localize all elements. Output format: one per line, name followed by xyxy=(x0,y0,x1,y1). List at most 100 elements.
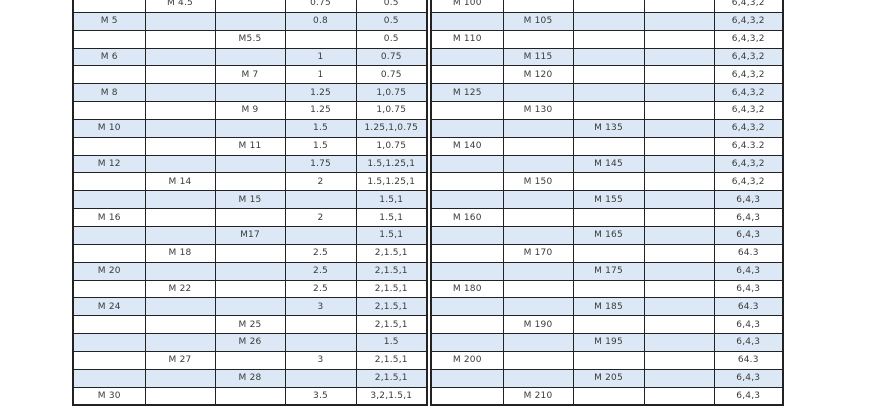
coarse-pitch-cell: 1.5 xyxy=(284,136,357,156)
fine-pitch-cell: 2,1.5,1 xyxy=(355,243,428,263)
size-col-1-cell: M 200 xyxy=(430,350,504,370)
size-col-2-cell xyxy=(144,386,216,406)
fine-pitch-cell: 6,4,3,2 xyxy=(713,83,784,103)
size-col-3-cell: M 25 xyxy=(214,315,286,335)
fine-pitch-cell: 6,4,3 xyxy=(713,190,784,210)
table-row: M 8 1.25 1,0.75 xyxy=(72,83,428,103)
size-col-2-cell xyxy=(502,118,574,138)
size-col-2-cell xyxy=(144,154,216,174)
size-col-2-cell xyxy=(144,118,216,138)
size-col-2-cell xyxy=(502,350,574,370)
size-col-1-cell: M 24 xyxy=(72,297,146,317)
coarse-pitch-cell xyxy=(643,243,715,263)
fine-pitch-cell: 1.5,1.25,1 xyxy=(355,172,428,192)
coarse-pitch-cell: 2.5 xyxy=(284,243,357,263)
fine-pitch-cell: 6,4,3,2 xyxy=(713,29,784,49)
size-col-1-cell: M 5 xyxy=(72,11,146,31)
size-col-2-cell: M 27 xyxy=(144,350,216,370)
fine-pitch-cell: 6,4,3 xyxy=(713,261,784,281)
thread-table-right: M 100 6,4,3,2 M 105 6,4,3,2 M 110 6,4,3,2 M 11… xyxy=(430,0,784,406)
size-col-1-cell xyxy=(430,225,504,245)
coarse-pitch-cell: 0.75 xyxy=(284,0,357,13)
fine-pitch-cell: 0.75 xyxy=(355,65,428,85)
fine-pitch-cell: 6,4.3.2 xyxy=(713,136,784,156)
size-col-2-cell xyxy=(144,333,216,352)
size-col-3-cell: M 7 xyxy=(214,65,286,85)
fine-pitch-cell: 6,4,3,2 xyxy=(713,65,784,85)
size-col-2-cell: M 130 xyxy=(502,101,574,120)
fine-pitch-cell: 6,4,3 xyxy=(713,333,784,352)
size-col-1-cell xyxy=(430,243,504,263)
size-col-1-cell xyxy=(430,386,504,406)
size-col-3-cell: M 15 xyxy=(214,190,286,210)
size-col-2-cell xyxy=(502,279,574,299)
table-row: M 4.5 0.75 0.5 xyxy=(72,0,428,13)
table-row: M 200 64.3 xyxy=(430,350,784,370)
size-col-2-cell: M 14 xyxy=(144,172,216,192)
size-col-3-cell xyxy=(214,11,286,31)
fine-pitch-cell: 6,4,3 xyxy=(713,315,784,335)
coarse-pitch-cell xyxy=(643,315,715,335)
size-col-1-cell xyxy=(430,261,504,281)
table-row: M 195 6,4,3 xyxy=(430,333,784,352)
table-row: M 130 6,4,3,2 xyxy=(430,101,784,120)
coarse-pitch-cell xyxy=(284,225,357,245)
table-row: M 22 2.5 2,1.5,1 xyxy=(72,279,428,299)
size-col-2-cell xyxy=(144,261,216,281)
size-col-2-cell xyxy=(144,29,216,49)
coarse-pitch-cell xyxy=(643,333,715,352)
fine-pitch-cell: 6,4,3,2 xyxy=(713,101,784,120)
fine-pitch-cell: 6,4,3 xyxy=(713,208,784,227)
table-row: M 7 1 0.75 xyxy=(72,65,428,85)
fine-pitch-cell: 1.5,1 xyxy=(355,190,428,210)
table-row: M 140 6,4.3.2 xyxy=(430,136,784,156)
size-col-1-cell xyxy=(72,315,146,335)
table-row: M 16 2 1.5,1 xyxy=(72,208,428,227)
size-col-2-cell xyxy=(502,154,574,174)
table-row: M 26 1.5 xyxy=(72,333,428,352)
table-row: M 12 1.75 1.5,1.25,1 xyxy=(72,154,428,174)
table-row: M 165 6,4,3 xyxy=(430,225,784,245)
size-col-3-cell xyxy=(214,47,286,67)
coarse-pitch-cell xyxy=(643,386,715,406)
size-col-1-cell xyxy=(430,297,504,317)
size-col-2-cell xyxy=(144,368,216,388)
size-col-1-cell xyxy=(72,350,146,370)
table-row: M 14 2 1.5,1.25,1 xyxy=(72,172,428,192)
size-col-2-cell xyxy=(502,208,574,227)
table-row: M 175 6,4,3 xyxy=(430,261,784,281)
size-col-1-cell xyxy=(72,333,146,352)
size-col-3-cell xyxy=(214,297,286,317)
size-col-3-cell: M 185 xyxy=(572,297,645,317)
fine-pitch-cell: 2,1.5,1 xyxy=(355,368,428,388)
size-col-2-cell xyxy=(502,225,574,245)
size-col-1-cell xyxy=(72,172,146,192)
coarse-pitch-cell xyxy=(643,297,715,317)
table-row: M 20 2.5 2,1.5,1 xyxy=(72,261,428,281)
size-col-3-cell xyxy=(214,118,286,138)
size-col-2-cell: M 170 xyxy=(502,243,574,263)
size-col-1-cell: M 140 xyxy=(430,136,504,156)
fine-pitch-cell: 0.5 xyxy=(355,29,428,49)
size-col-3-cell xyxy=(214,208,286,227)
size-col-3-cell xyxy=(214,154,286,174)
size-col-2-cell xyxy=(144,83,216,103)
size-col-2-cell xyxy=(144,47,216,67)
table-row: M 185 64.3 xyxy=(430,297,784,317)
size-col-3-cell xyxy=(214,243,286,263)
size-col-1-cell xyxy=(72,136,146,156)
fine-pitch-cell: 6,4,3,2 xyxy=(713,172,784,192)
size-col-3-cell: M 195 xyxy=(572,333,645,352)
coarse-pitch-cell xyxy=(643,0,715,13)
table-row: M5.5 0.5 xyxy=(72,29,428,49)
size-col-3-cell xyxy=(572,243,645,263)
fine-pitch-cell: 6,4,3,2 xyxy=(713,11,784,31)
fine-pitch-cell: 6,4,3,2 xyxy=(713,118,784,138)
size-col-3-cell: M 11 xyxy=(214,136,286,156)
size-col-1-cell xyxy=(430,65,504,85)
fine-pitch-cell: 0.5 xyxy=(355,0,428,13)
fine-pitch-cell: 2,1.5,1 xyxy=(355,279,428,299)
coarse-pitch-cell xyxy=(643,154,715,174)
size-col-2-cell: M 150 xyxy=(502,172,574,192)
fine-pitch-cell: 64.3 xyxy=(713,350,784,370)
